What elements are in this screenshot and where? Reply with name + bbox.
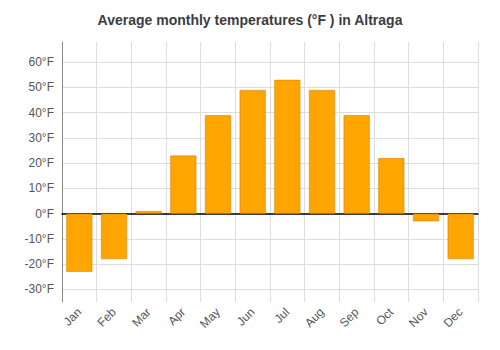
svg-text:Feb: Feb [94,305,119,330]
svg-text:Oct: Oct [373,305,397,329]
svg-text:May: May [197,305,223,331]
svg-text:40°F: 40°F [29,106,54,120]
svg-text:-20°F: -20°F [25,257,54,271]
svg-text:50°F: 50°F [29,80,54,94]
svg-text:0°F: 0°F [35,207,54,221]
svg-text:Average monthly temperatures (: Average monthly temperatures (°F ) in Al… [98,12,403,28]
svg-text:Jun: Jun [234,305,258,329]
svg-text:Aug: Aug [302,305,327,330]
svg-text:Apr: Apr [165,305,188,328]
svg-text:-30°F: -30°F [25,282,54,296]
svg-text:20°F: 20°F [29,156,54,170]
svg-text:60°F: 60°F [29,55,54,69]
svg-text:Jan: Jan [61,305,85,329]
svg-text:Dec: Dec [441,305,466,330]
svg-text:Sep: Sep [337,305,362,330]
svg-text:Jul: Jul [272,305,293,326]
svg-text:30°F: 30°F [29,131,54,145]
svg-text:Mar: Mar [129,305,154,329]
svg-text:-10°F: -10°F [25,232,54,246]
svg-text:Nov: Nov [406,305,431,330]
svg-text:10°F: 10°F [29,181,54,195]
